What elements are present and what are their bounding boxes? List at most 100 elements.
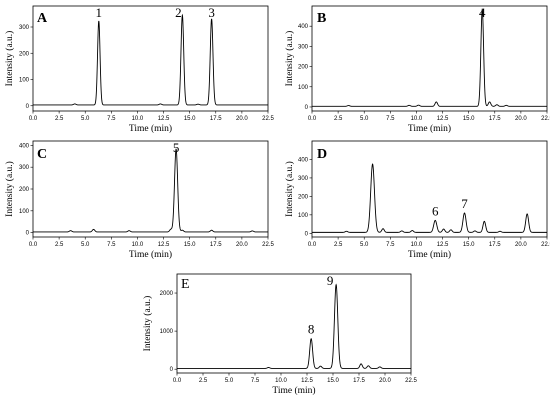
peak-label: 1 [96,5,103,20]
peak-label: 9 [327,273,334,288]
x-tick-label: 15.0 [184,116,196,122]
x-tick-label: 15.0 [463,116,475,122]
y-tick-label: 300 [298,44,309,50]
peak-label: 3 [208,5,215,20]
x-tick-label: 5.0 [81,116,90,122]
x-tick-label: 7.5 [251,378,260,384]
x-tick-label: 2.5 [334,116,343,122]
y-tick-label: 100 [298,213,309,219]
x-tick-label: 5.0 [360,116,369,122]
x-tick-label: 2.5 [55,116,64,122]
x-tick-label: 10.0 [132,242,144,248]
x-tick-label: 0.0 [29,116,38,122]
series-line [33,148,268,233]
chart-panel-e: 0.0 2.5 5.0 7.5 10.0 12.5 15.0 17.5 20.0 22.5 0 100… [142,273,417,396]
x-tick-label: 20.0 [515,116,527,122]
y-tick-label: 1000 [160,329,174,335]
y-tick-label: 300 [19,25,30,31]
x-tick-label: 2.5 [199,378,208,384]
y-tick-label: 400 [298,157,309,163]
panel-label: A [37,11,48,26]
x-tick-label: 7.5 [386,116,395,122]
y-tick-label: 200 [298,65,309,71]
y-tick-label: 400 [298,24,309,30]
x-tick-label: 7.5 [386,242,395,248]
x-tick-label: 0.0 [308,242,317,248]
x-tick-label: 22.5 [405,378,417,384]
y-tick-label: 0 [26,231,30,237]
x-tick-label: 0.0 [308,116,317,122]
x-tick-label: 2.5 [55,242,64,248]
y-tick-label: 0 [305,231,309,237]
panel-label: B [317,11,326,26]
chart-panel-b: 0.0 2.5 5.0 7.5 10.0 12.5 15.0 17.5 20.0 22.5 0 100… [284,5,550,134]
x-tick-label: 5.0 [81,242,90,248]
y-tick-label: 0 [26,104,30,110]
chart-panel-a: 0.0 2.5 5.0 7.5 10.0 12.5 15.0 17.5 20.0 22.5 0 100… [4,5,274,134]
y-tick-label: 0 [305,105,309,111]
plot-frame [311,140,548,238]
x-tick-label: 0.0 [173,378,182,384]
series-line [177,283,411,369]
plot-frame [311,5,548,112]
x-tick-label: 10.0 [275,378,287,384]
plot-frame [32,5,269,112]
x-axis-label: Time (min) [408,123,451,134]
series-line [312,163,547,233]
y-tick-label: 200 [19,187,30,193]
x-tick-label: 2.5 [334,242,343,248]
peak-label: 8 [308,322,315,337]
y-tick-label: 200 [298,194,309,200]
peak-label: 7 [461,196,468,211]
x-tick-label: 17.5 [210,242,222,248]
x-tick-label: 12.5 [301,378,313,384]
y-axis-label: Intensity (a.u.) [4,161,15,217]
peak-label: 5 [173,140,180,155]
y-axis-label: Intensity (a.u.) [284,161,295,217]
x-tick-label: 22.5 [541,242,550,248]
y-axis-label: Intensity (a.u.) [284,31,295,87]
x-tick-label: 7.5 [107,242,116,248]
y-axis-label: Intensity (a.u.) [142,296,153,352]
y-tick-label: 200 [19,51,30,57]
peak-label: 2 [175,5,182,20]
peak-label: 4 [479,5,486,20]
x-tick-label: 5.0 [225,378,234,384]
y-tick-label: 300 [19,165,30,171]
x-tick-label: 12.5 [437,116,449,122]
y-tick-label: 100 [19,78,30,84]
x-tick-label: 20.0 [379,378,391,384]
panel-label: C [37,147,47,162]
x-tick-label: 15.0 [184,242,196,248]
x-tick-label: 10.0 [411,116,423,122]
x-tick-label: 22.5 [262,116,274,122]
x-tick-label: 17.5 [210,116,222,122]
x-tick-label: 5.0 [360,242,369,248]
x-tick-label: 20.0 [236,242,248,248]
x-tick-label: 17.5 [353,378,365,384]
chart-panel-d: 0.0 2.5 5.0 7.5 10.0 12.5 15.0 17.5 20.0 22.5 0 100… [284,140,550,260]
x-tick-label: 12.5 [437,242,449,248]
x-tick-label: 7.5 [107,116,116,122]
series-line [312,7,547,107]
y-tick-label: 400 [19,143,30,149]
x-tick-label: 12.5 [158,116,170,122]
x-axis-label: Time (min) [129,249,172,260]
y-tick-label: 100 [19,209,30,215]
x-axis-label: Time (min) [408,249,451,260]
panel-label: E [181,277,190,292]
y-tick-label: 2000 [160,291,174,297]
x-tick-label: 22.5 [262,242,274,248]
x-tick-label: 15.0 [327,378,339,384]
x-tick-label: 10.0 [411,242,423,248]
x-tick-label: 17.5 [489,242,501,248]
y-tick-label: 300 [298,176,309,182]
x-axis-label: Time (min) [272,385,315,396]
x-tick-label: 20.0 [236,116,248,122]
x-tick-label: 0.0 [29,242,38,248]
x-tick-label: 12.5 [158,242,170,248]
y-tick-label: 0 [170,367,174,373]
y-tick-label: 100 [298,85,309,91]
chart-panel-c: 0.0 2.5 5.0 7.5 10.0 12.5 15.0 17.5 20.0 22.5 0 100… [4,140,274,260]
